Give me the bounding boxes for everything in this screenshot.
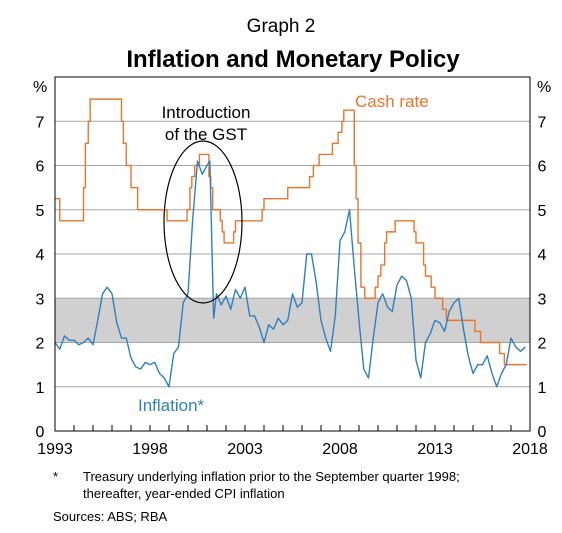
y-tick-left-6: 6 bbox=[36, 159, 45, 176]
y-tick-left-5: 5 bbox=[36, 203, 45, 220]
x-tick-label-1993: 1993 bbox=[37, 441, 73, 458]
x-tick-label-1998: 1998 bbox=[132, 441, 168, 458]
sources-note: Sources: ABS; RBA bbox=[53, 509, 167, 524]
y-tick-right-4: 4 bbox=[538, 247, 547, 264]
axis-ticks bbox=[54, 425, 531, 431]
right-axis-unit: % bbox=[537, 79, 551, 96]
y-tick-left-1: 1 bbox=[36, 380, 45, 397]
y-tick-right-7: 7 bbox=[538, 114, 547, 131]
series-lines bbox=[54, 98, 527, 388]
gst-annotation-line1: Introduction bbox=[162, 103, 251, 122]
chart-title: Inflation and Monetary Policy bbox=[126, 46, 460, 73]
plot-border bbox=[54, 76, 531, 432]
y-tick-right-2: 2 bbox=[538, 336, 547, 353]
y-tick-left-2: 2 bbox=[36, 336, 45, 353]
x-tick-labels: 1993 1998 2003 2008 2013 2018 bbox=[37, 441, 548, 458]
footnote-line2: thereafter, year-ended CPI inflation bbox=[83, 486, 285, 501]
x-tick-label-2013: 2013 bbox=[417, 441, 453, 458]
gst-annotation-ellipse bbox=[163, 140, 243, 304]
left-axis-unit: % bbox=[33, 79, 47, 96]
y-tick-right-6: 6 bbox=[538, 159, 547, 176]
series-label-inflation: Inflation* bbox=[138, 396, 205, 415]
graph-number-label: Graph 2 bbox=[247, 16, 316, 37]
y-tick-labels: 0 0 1 1 2 2 3 3 4 4 5 5 6 6 7 7 bbox=[36, 114, 547, 441]
y-tick-left-3: 3 bbox=[36, 291, 45, 308]
gst-annotation-line2: of the GST bbox=[165, 125, 247, 144]
series-line-cash-rate bbox=[55, 98, 527, 366]
y-tick-left-7: 7 bbox=[36, 114, 45, 131]
footnote-star: * bbox=[53, 469, 58, 484]
y-tick-right-1: 1 bbox=[538, 380, 547, 397]
x-tick-label-2018: 2018 bbox=[512, 441, 548, 458]
x-tick-label-2008: 2008 bbox=[322, 441, 358, 458]
footnote-line1: Treasury underlying inflation prior to t… bbox=[83, 469, 460, 484]
x-tick-label-2003: 2003 bbox=[227, 441, 263, 458]
series-line-inflation bbox=[54, 160, 526, 388]
y-tick-right-3: 3 bbox=[538, 291, 547, 308]
y-tick-left-4: 4 bbox=[36, 247, 45, 264]
y-tick-right-5: 5 bbox=[538, 203, 547, 220]
plot-frame bbox=[54, 76, 531, 432]
y-tick-right-0: 0 bbox=[538, 424, 547, 441]
gridlines bbox=[55, 120, 530, 388]
series-label-cash-rate: Cash rate bbox=[355, 92, 429, 111]
y-tick-left-0: 0 bbox=[36, 424, 45, 441]
